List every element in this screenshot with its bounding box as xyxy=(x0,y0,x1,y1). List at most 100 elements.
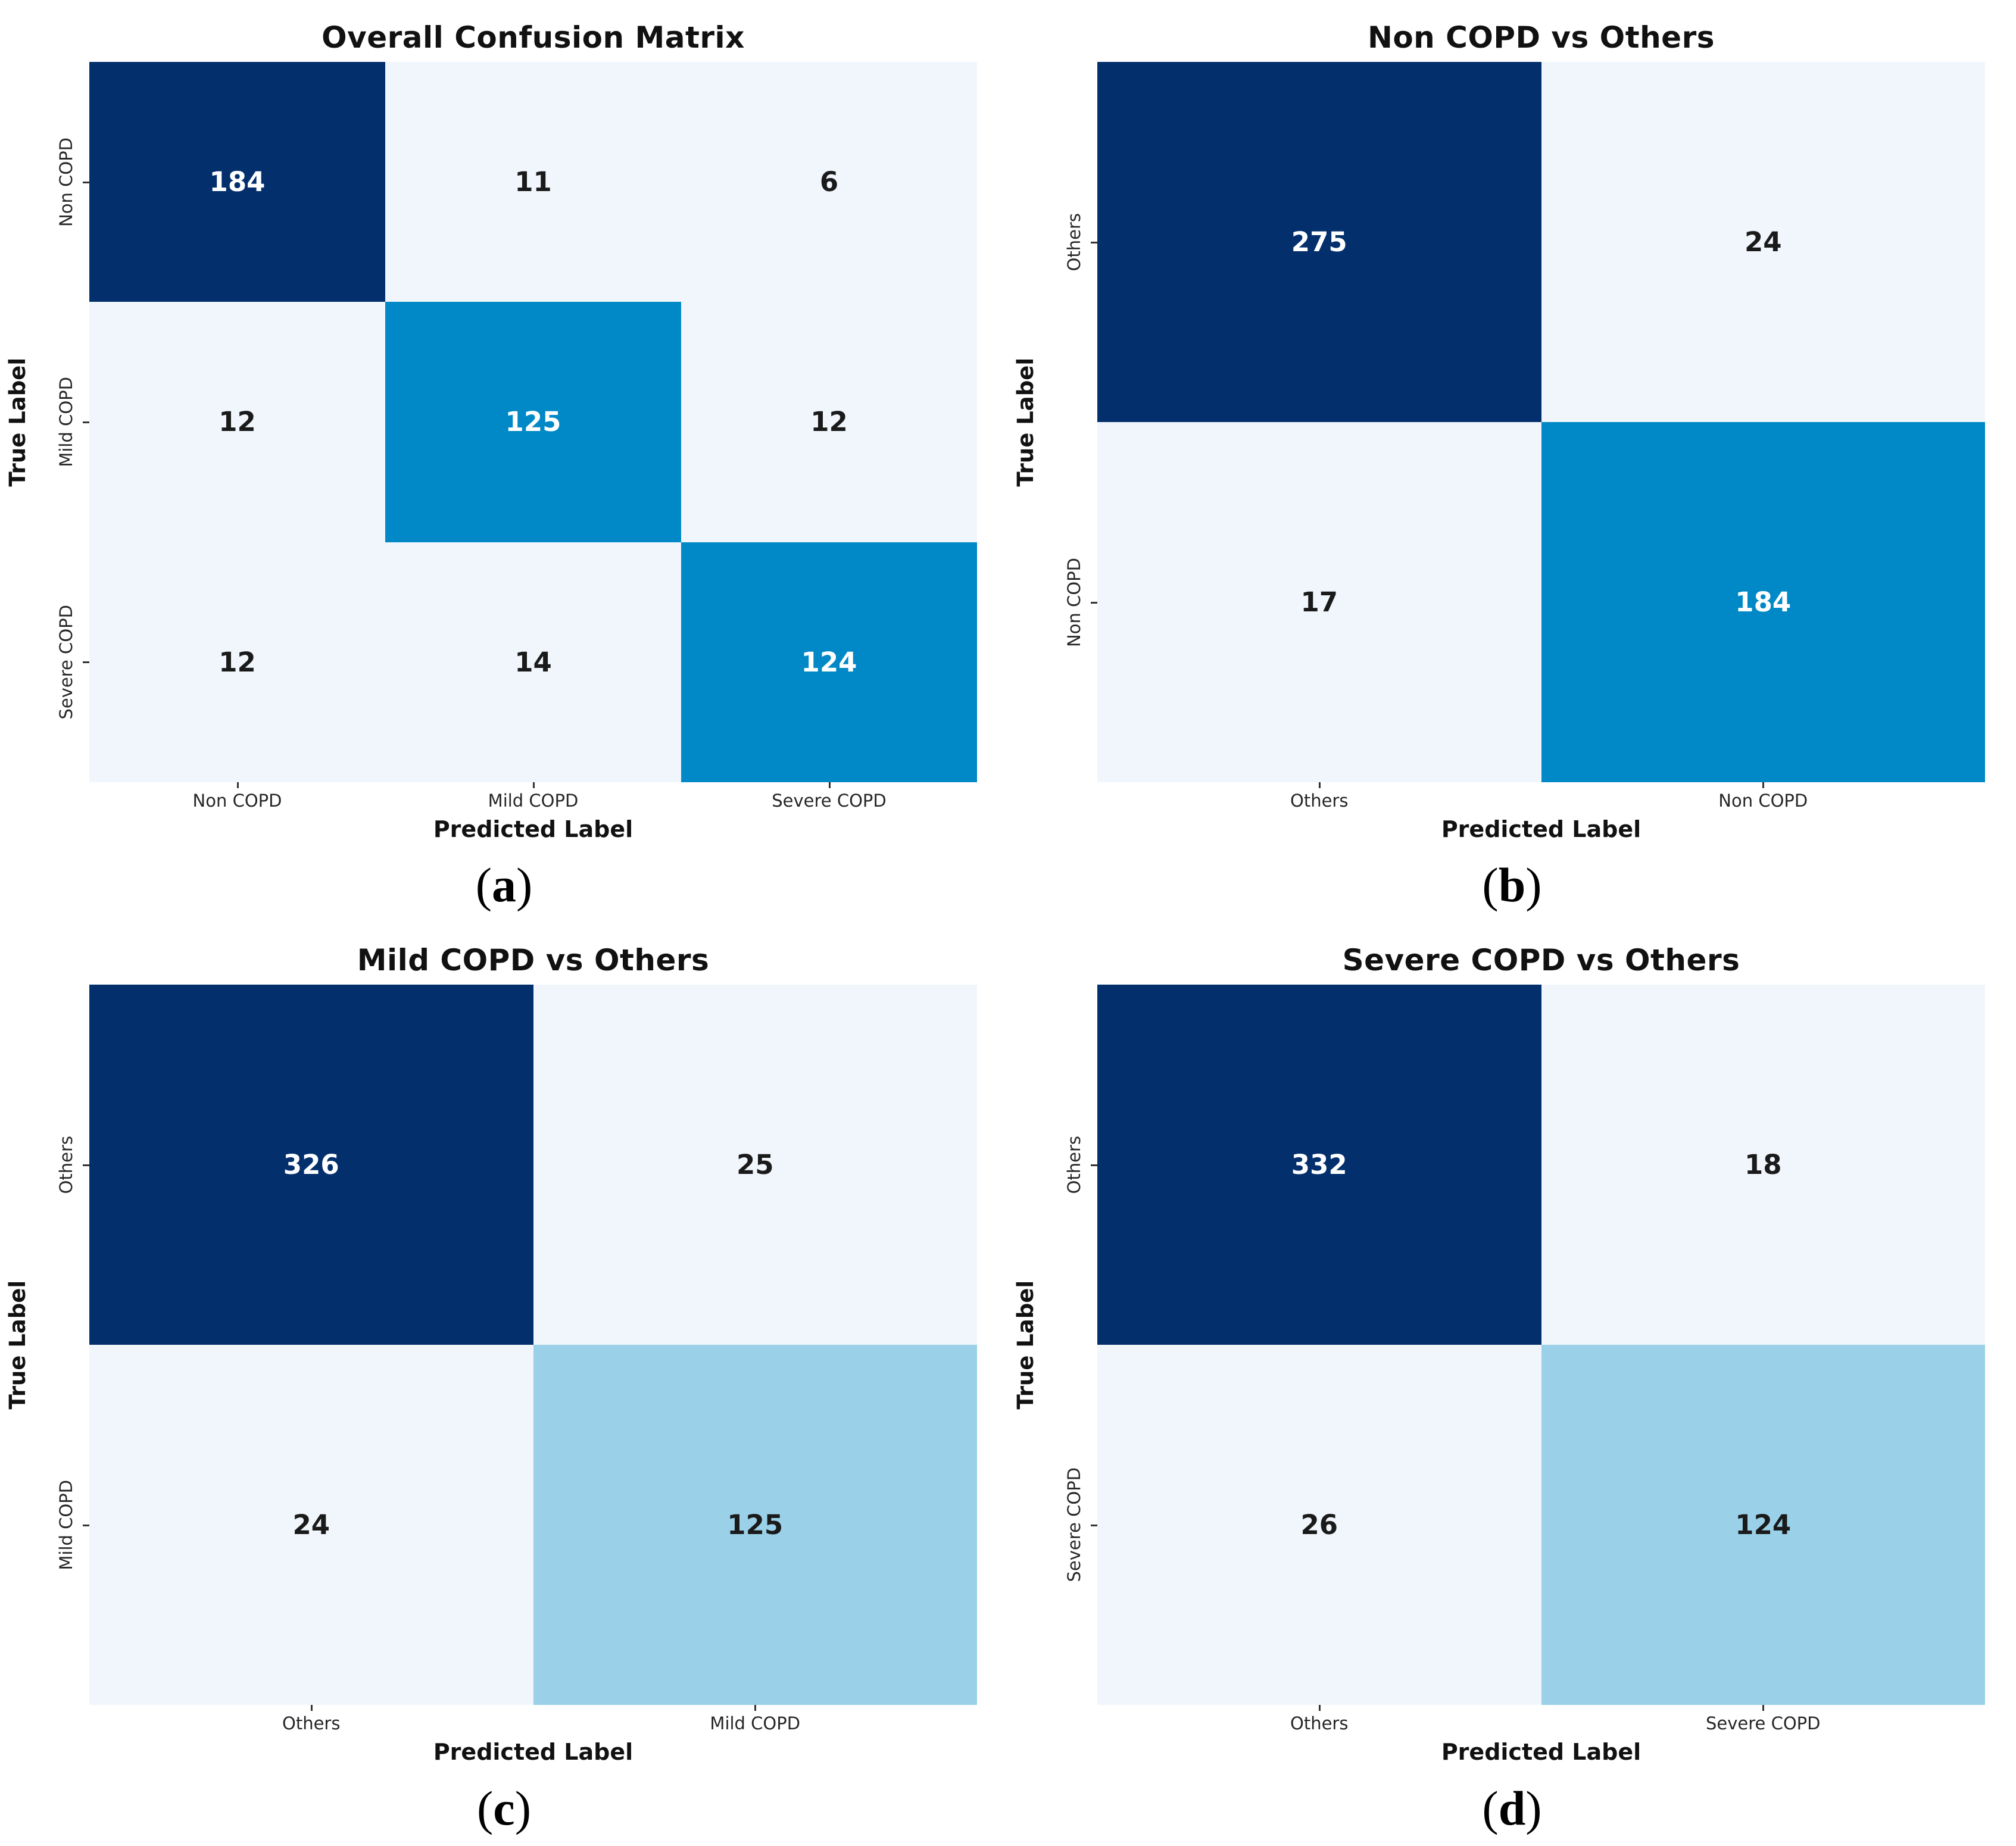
y-tick-labels: Non COPD Mild COPD Severe COPD xyxy=(35,62,89,782)
x-tick-mark xyxy=(754,1705,757,1711)
y-tick-mark xyxy=(83,421,89,423)
matrix-cell: 125 xyxy=(385,302,681,542)
x-tick-cell: Non COPD xyxy=(89,782,385,811)
y-axis-label-wrap: True Label xyxy=(0,62,35,782)
caption-paren: ( xyxy=(475,858,492,912)
matrix-cell: 326 xyxy=(89,985,533,1345)
heatmap-grid: 184 11 6 12 125 12 12 14 124 xyxy=(89,62,977,782)
matrix-cell: 17 xyxy=(1097,422,1541,782)
x-axis-label: Predicted Label xyxy=(433,1739,633,1765)
y-tick-label: Severe COPD xyxy=(1064,1467,1084,1582)
matrix-cell: 11 xyxy=(385,62,681,302)
y-tick-label: Non COPD xyxy=(1064,557,1084,647)
x-tick-cell: Mild COPD xyxy=(385,782,681,811)
matrix-cell: 14 xyxy=(385,542,681,782)
matrix-cell: 25 xyxy=(533,985,977,1345)
y-tick-labels: Others Non COPD xyxy=(1043,62,1097,782)
x-axis-label: Predicted Label xyxy=(1441,1739,1641,1765)
matrix-cell: 332 xyxy=(1097,985,1541,1345)
chart-title: Overall Confusion Matrix xyxy=(322,20,745,55)
caption-letter: d xyxy=(1498,1781,1526,1835)
y-tick-labels: Others Severe COPD xyxy=(1043,985,1097,1705)
x-tick-cell: Others xyxy=(89,1705,533,1733)
matrix-cell: 24 xyxy=(1541,62,1985,422)
x-tick-labels: Others Mild COPD xyxy=(89,1705,977,1733)
x-tick-mark xyxy=(1318,1705,1321,1711)
y-tick-label: Others xyxy=(1064,213,1084,271)
caption-letter: c xyxy=(493,1781,515,1835)
y-tick-cell: Severe COPD xyxy=(35,542,89,782)
x-tick-label: Others xyxy=(282,1713,341,1733)
x-axis-label: Predicted Label xyxy=(433,816,633,842)
y-tick-mark xyxy=(83,181,89,183)
x-tick-label: Mild COPD xyxy=(710,1713,801,1733)
x-tick-cell: Others xyxy=(1097,1705,1541,1733)
matrix-cell: 26 xyxy=(1097,1345,1541,1705)
x-tick-mark xyxy=(1762,1705,1765,1711)
matrix-cell: 184 xyxy=(1541,422,1985,782)
caption-paren: ( xyxy=(1482,1781,1499,1835)
x-tick-labels: Others Severe COPD xyxy=(1097,1705,1985,1733)
y-tick-mark xyxy=(1091,601,1097,604)
y-tick-mark xyxy=(1091,1524,1097,1526)
y-tick-labels: Others Mild COPD xyxy=(35,985,89,1705)
heatmap-grid: 332 18 26 124 xyxy=(1097,985,1985,1705)
caption-letter: a xyxy=(492,858,516,912)
x-tick-label: Mild COPD xyxy=(488,791,579,811)
x-tick-mark xyxy=(828,782,831,788)
matrix-cell: 12 xyxy=(89,542,385,782)
panel-severe-copd-vs-others: Severe COPD vs Others True Label Others … xyxy=(1008,923,2016,1846)
y-tick-cell: Non COPD xyxy=(35,62,89,302)
matrix-cell: 184 xyxy=(89,62,385,302)
y-axis-label-wrap: True Label xyxy=(1008,985,1043,1705)
y-tick-cell: Mild COPD xyxy=(35,1345,89,1705)
matrix-cell: 124 xyxy=(681,542,977,782)
subfigure-caption: (d) xyxy=(1008,1770,2016,1846)
heatmap-grid: 326 25 24 125 xyxy=(89,985,977,1705)
y-tick-label: Non COPD xyxy=(56,137,76,227)
x-tick-cell: Others xyxy=(1097,782,1541,811)
x-tick-mark xyxy=(532,782,535,788)
y-tick-cell: Others xyxy=(35,985,89,1345)
chart-title: Mild COPD vs Others xyxy=(357,943,710,977)
caption-paren: ) xyxy=(514,1781,532,1835)
y-tick-label: Mild COPD xyxy=(56,377,76,467)
chart-title: Non COPD vs Others xyxy=(1367,20,1715,55)
panel-overall-confusion-matrix: Overall Confusion Matrix True Label Non … xyxy=(0,0,1008,923)
caption-paren: ) xyxy=(1525,858,1542,912)
y-axis-label-wrap: True Label xyxy=(1008,62,1043,782)
y-tick-mark xyxy=(83,1524,89,1526)
x-tick-mark xyxy=(1318,782,1321,788)
x-tick-cell: Non COPD xyxy=(1541,782,1986,811)
x-tick-mark xyxy=(310,1705,313,1711)
matrix-cell: 18 xyxy=(1541,985,1985,1345)
y-axis-label-wrap: True Label xyxy=(0,985,35,1705)
y-tick-cell: Mild COPD xyxy=(35,302,89,542)
chart-title: Severe COPD vs Others xyxy=(1342,943,1740,977)
caption-paren: ) xyxy=(516,858,533,912)
caption-letter: b xyxy=(1498,858,1526,912)
y-tick-label: Mild COPD xyxy=(56,1479,76,1570)
y-tick-mark xyxy=(83,661,89,664)
x-tick-label: Severe COPD xyxy=(772,791,887,811)
matrix-cell: 12 xyxy=(681,302,977,542)
x-tick-label: Others xyxy=(1290,791,1349,811)
matrix-cell: 275 xyxy=(1097,62,1541,422)
y-axis-label: True Label xyxy=(4,1280,30,1410)
y-axis-label: True Label xyxy=(1012,357,1038,487)
subfigure-caption: (b) xyxy=(1008,848,2016,923)
subfigure-caption: (a) xyxy=(0,848,1008,923)
caption-paren: ) xyxy=(1525,1781,1542,1835)
matrix-cell: 124 xyxy=(1541,1345,1985,1705)
x-tick-cell: Severe COPD xyxy=(681,782,977,811)
x-tick-labels: Others Non COPD xyxy=(1097,782,1985,811)
heatmap-grid: 275 24 17 184 xyxy=(1097,62,1985,782)
x-tick-label: Non COPD xyxy=(1718,791,1808,811)
x-tick-cell: Mild COPD xyxy=(533,1705,978,1733)
matrix-cell: 24 xyxy=(89,1345,533,1705)
y-tick-mark xyxy=(1091,1164,1097,1166)
matrix-cell: 125 xyxy=(533,1345,977,1705)
y-tick-label: Others xyxy=(56,1135,76,1194)
y-tick-label: Severe COPD xyxy=(56,605,76,720)
